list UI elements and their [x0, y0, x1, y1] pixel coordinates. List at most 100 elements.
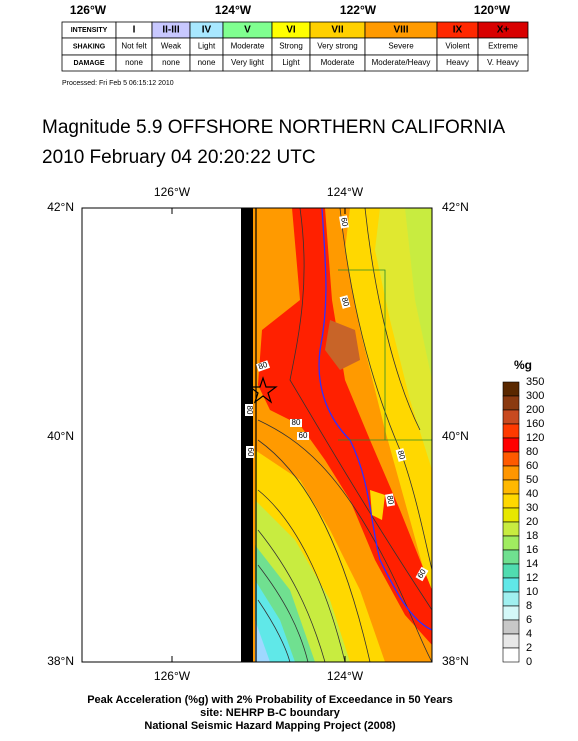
legend-swatch — [502, 605, 520, 621]
contour-label-bg — [339, 215, 349, 229]
lat-label: 40°N — [47, 429, 74, 443]
scale-cell-text: Very light — [231, 58, 265, 67]
contour-label-bg — [395, 448, 407, 462]
scale-cell-text: V — [244, 25, 251, 36]
legend-label: 18 — [526, 530, 538, 542]
processed-time: Processed: Fri Feb 5 06:15:12 2010 — [62, 80, 174, 87]
legend-label: 4 — [526, 628, 532, 640]
legend-swatch — [502, 633, 520, 649]
caption: National Seismic Hazard Mapping Project … — [144, 720, 396, 732]
legend-label: 10 — [526, 586, 538, 598]
legend-label: 6 — [526, 614, 532, 626]
longitude-label: 126°W — [70, 3, 107, 17]
legend-swatch — [502, 619, 520, 635]
scale-cell-text: Moderate — [231, 42, 265, 51]
scale-cell-text: VII — [331, 25, 343, 36]
contour-label: 80 — [257, 360, 269, 372]
legend-label: 20 — [526, 516, 538, 528]
scale-row-header: DAMAGE — [73, 60, 104, 67]
contour-label-bg — [297, 432, 309, 440]
map-frame — [81, 207, 433, 663]
hazard-zone — [258, 208, 432, 645]
scale-cell-text: Light — [282, 58, 300, 67]
legend-label: 350 — [526, 376, 544, 388]
scale-cell-text: I — [133, 25, 136, 36]
scale-cell-text: none — [162, 58, 180, 67]
scale-cell-text: Severe — [388, 42, 414, 51]
contour-label-bg — [245, 404, 253, 416]
map-body — [81, 207, 433, 663]
legend-swatch — [502, 423, 520, 439]
scale-cell-text: VI — [286, 25, 296, 36]
contour-label-bg — [255, 360, 271, 372]
legend-swatch — [502, 465, 520, 481]
title: 2010 February 04 20:20:22 UTC — [42, 147, 316, 168]
scale-cell-text: IV — [202, 25, 212, 36]
legend-swatch — [502, 535, 520, 551]
scale-cell-text: Extreme — [488, 42, 518, 51]
scale-cell-text: none — [125, 58, 143, 67]
lon-label: 126°W — [154, 185, 191, 199]
epicenter — [248, 376, 278, 404]
scale-cell-text: II-III — [162, 25, 179, 36]
legend-swatch — [502, 493, 520, 509]
longitude-label: 124°W — [215, 3, 252, 17]
hazard-zone — [255, 580, 295, 662]
legend-swatch — [502, 647, 520, 663]
legend-swatch — [502, 521, 520, 537]
contour-label: 80 — [340, 296, 351, 307]
hazard-zone — [405, 208, 432, 380]
scale-cell-text: V. Heavy — [487, 58, 519, 67]
scale-cell-text: X+ — [497, 25, 510, 36]
legend-label: 40 — [526, 488, 538, 500]
title: Magnitude 5.9 OFFSHORE NORTHERN CALIFORN… — [42, 117, 505, 138]
contour-label: 80 — [385, 495, 396, 506]
legend-label: 300 — [526, 390, 544, 402]
contour-label: 80 — [292, 418, 301, 427]
boundary — [338, 269, 432, 441]
legend-label: 16 — [526, 544, 538, 556]
legend-label: 12 — [526, 572, 538, 584]
legend-label: 0 — [526, 656, 532, 668]
scale-cell-text: Light — [198, 42, 216, 51]
caption: Peak Acceleration (%g) with 2% Probabili… — [87, 694, 453, 706]
scale-cell-text: VIII — [393, 25, 408, 36]
scale-row-header: SHAKING — [73, 43, 106, 50]
lon-label: 124°W — [327, 185, 364, 199]
scale-cell-text: Moderate — [321, 58, 355, 67]
scale-cell-text: Strong — [279, 42, 303, 51]
lat-label: 38°N — [442, 654, 469, 668]
caption: site: NEHRP B-C boundary — [200, 707, 341, 719]
legend-label: 160 — [526, 418, 544, 430]
legend-title: %g — [514, 358, 532, 372]
contours — [257, 207, 433, 663]
legend-label: 60 — [526, 460, 538, 472]
lon-label: 124°W — [327, 669, 364, 683]
contour-label-bg — [290, 419, 302, 427]
legend-swatch — [502, 577, 520, 593]
hazard-zone — [255, 620, 270, 662]
legend-swatch — [502, 479, 520, 495]
hazard-zone — [325, 320, 360, 370]
scale-cell-text: Violent — [445, 42, 470, 51]
legend-swatch — [502, 395, 520, 411]
legend-label: 30 — [526, 502, 538, 514]
legend-swatch — [502, 409, 520, 425]
legend-label: 200 — [526, 404, 544, 416]
contour-label: 60 — [246, 448, 255, 457]
scale-cell-text: Weak — [161, 42, 182, 51]
contour-label-bg — [246, 446, 254, 458]
contour-label: 80 — [396, 449, 407, 460]
contour-label: 60 — [299, 431, 308, 440]
legend-label: 8 — [526, 600, 532, 612]
legend-swatch — [502, 507, 520, 523]
lat-label: 42°N — [47, 200, 74, 214]
scale-cell-text: Very strong — [317, 42, 357, 51]
longitude-label: 120°W — [474, 3, 511, 17]
legend-swatch — [502, 549, 520, 565]
legend-swatch — [502, 563, 520, 579]
legend-label: 14 — [526, 558, 538, 570]
scale-cell — [477, 54, 529, 72]
